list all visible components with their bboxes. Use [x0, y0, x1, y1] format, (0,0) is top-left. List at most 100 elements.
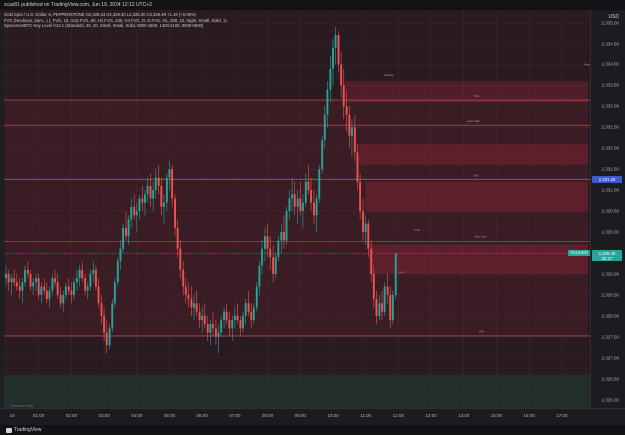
candle-body — [367, 223, 370, 249]
price-tick: 2,329.00 — [601, 271, 619, 277]
time-tick: 15:00 — [490, 413, 503, 418]
price-tick: 2,328.50 — [601, 292, 619, 298]
price-tick: 2,326.50 — [601, 376, 619, 382]
candle-body — [141, 198, 144, 203]
time-tick: 19 — [9, 413, 15, 418]
candle-body — [32, 282, 35, 287]
candle-body — [315, 198, 318, 216]
candle-body — [220, 320, 223, 333]
candle-body — [236, 315, 239, 321]
candle-body — [24, 269, 26, 283]
candle-body — [10, 278, 13, 283]
time-tick: 06:00 — [196, 413, 208, 418]
candle-body — [84, 278, 87, 291]
candle-body — [56, 282, 59, 295]
time-tick: 01:00 — [33, 413, 45, 418]
session-band — [4, 374, 590, 408]
candle-body — [348, 114, 351, 136]
candle-body — [51, 278, 54, 291]
footer-bar: TradingView — [0, 425, 625, 435]
candle-body — [304, 181, 307, 203]
candle-body — [272, 257, 275, 274]
time-tick: 11:00 — [360, 413, 372, 418]
tradingview-logo[interactable]: TradingView — [6, 427, 42, 433]
time-tick: 14:00 — [458, 413, 470, 418]
candle-body — [233, 315, 236, 321]
candle-body — [100, 303, 103, 316]
candle-body — [111, 303, 114, 329]
price-tick: 2,332.50 — [601, 124, 619, 130]
candle-body — [225, 311, 228, 321]
time-tick: 05:00 — [163, 413, 176, 418]
fvg-zone — [365, 181, 588, 212]
candle-body — [73, 282, 75, 295]
candle-body — [244, 303, 247, 316]
chart-area[interactable]: Weekly Mon Asia High Mid Asia Low FVG Low PDL Pr… — [4, 10, 590, 408]
candle-body — [323, 114, 326, 140]
candle-body — [35, 278, 38, 283]
candle-body — [383, 286, 386, 312]
candle-body — [113, 282, 116, 304]
price-tick: 2,333.00 — [601, 103, 619, 109]
price-tick: 2,334.00 — [601, 61, 619, 67]
candle-body — [381, 303, 383, 312]
symbol-legend[interactable]: Gold Spot / U.S. Dollar, 5, PEPPERSTONE … — [4, 12, 196, 17]
price-axis[interactable]: USD 2,335.00 2,334.50 2,334.00 2,333.50 2,33… — [590, 10, 625, 408]
time-tick: 16:00 — [523, 413, 535, 418]
candle-body — [37, 278, 40, 295]
last-price-badge: 2,329.49 02:27 — [592, 250, 622, 262]
candle-body — [223, 311, 226, 321]
level-label: Asia High — [467, 119, 480, 123]
candle-body — [337, 35, 340, 65]
price-tick: 2,330.00 — [601, 229, 619, 235]
fvg-zone — [6, 100, 588, 336]
candle-body — [282, 232, 285, 241]
candle-body — [64, 286, 67, 295]
candle-body — [15, 282, 18, 287]
candle-body — [103, 315, 106, 333]
indicator-legend-fvg[interactable]: FVG (Neuhaus, Sam...) (, FVG, 15, m15 FV… — [4, 17, 227, 23]
candle-body — [206, 324, 209, 333]
price-tick: 2,331.50 — [601, 166, 619, 172]
candlestick-chart[interactable]: Weekly Mon Asia High Mid Asia Low FVG Low PDL Pr… — [4, 10, 590, 408]
candle-body — [48, 290, 51, 300]
candle-body — [193, 303, 195, 308]
candle-body — [329, 68, 332, 90]
candle-body — [266, 236, 269, 249]
level-label: Prev Day Open — [584, 63, 590, 67]
chart-legend[interactable]: Gold Spot / U.S. Dollar, 5, PEPPERSTONE … — [4, 12, 227, 29]
candle-body — [350, 127, 353, 136]
candle-body — [187, 294, 190, 300]
time-tick: 02:00 — [65, 413, 78, 418]
candle-body — [252, 307, 255, 321]
candle-body — [127, 219, 130, 237]
time-tick: 17:00 — [556, 413, 568, 418]
publish-line: zcas81 published on TradingView.com, Jun… — [4, 2, 152, 8]
candle-body — [280, 232, 283, 241]
fvg-zone — [342, 81, 588, 103]
candle-body — [174, 198, 176, 228]
indicator-legend-keylevels[interactable]: SpacemanBTC Key Level V13.1 (Standard, 2… — [4, 23, 204, 29]
candle-body — [378, 303, 381, 316]
candle-body — [386, 286, 389, 295]
candle-body — [97, 286, 100, 304]
last-price-value: 2,329.49 — [598, 250, 616, 256]
candle-body — [228, 320, 231, 329]
candle-body — [301, 202, 304, 212]
candle-body — [152, 190, 155, 199]
candle-body — [214, 328, 217, 337]
candle-body — [190, 299, 193, 308]
time-axis[interactable]: 19 01:00 02:00 03:00 04:00 05:00 06:00 07:00 08:… — [0, 408, 625, 425]
level-label: Weekly — [384, 73, 394, 77]
candle-body — [105, 332, 108, 346]
candle-body — [76, 278, 78, 283]
candle-body — [45, 290, 48, 300]
candle-body — [264, 236, 266, 249]
candle-body — [89, 273, 92, 287]
candle-body — [201, 315, 204, 321]
candle-body — [154, 177, 157, 191]
candle-body — [70, 290, 73, 295]
level-label: PDL — [479, 329, 485, 333]
candle-body — [81, 269, 84, 279]
candle-body — [375, 299, 378, 316]
